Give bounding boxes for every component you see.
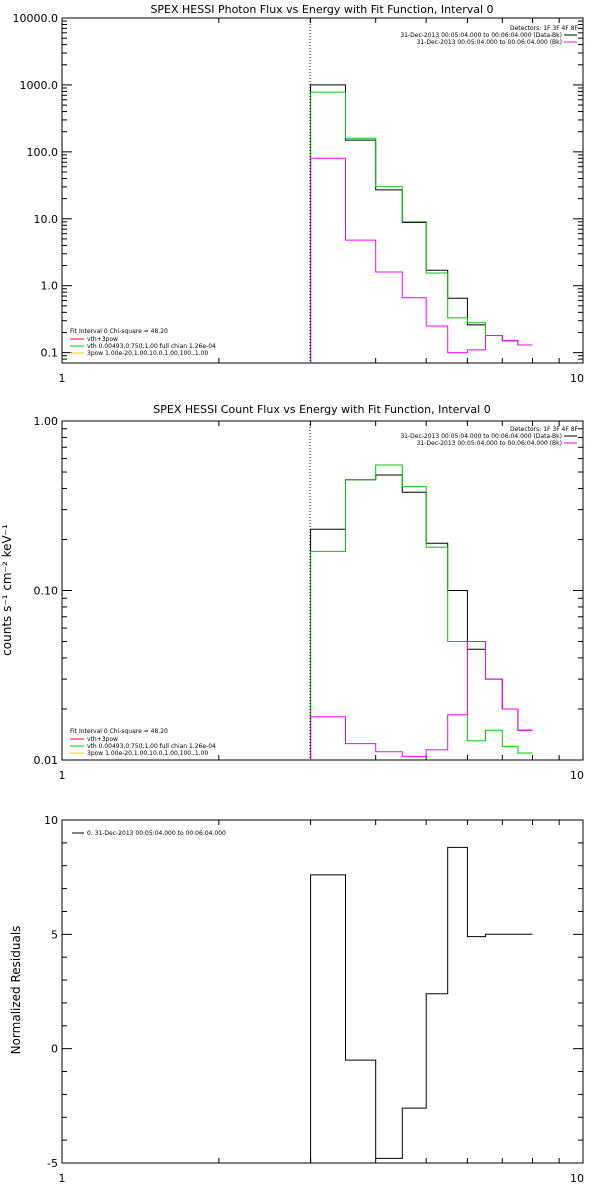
photon-flux-curves	[310, 84, 533, 363]
residuals-panel: Normalized Residuals 1 10 -5 0 5 10 0. 31-Dec…	[9, 814, 584, 1185]
count-flux-xtick-label: 10	[570, 769, 584, 782]
photon-flux-series-1	[310, 91, 533, 363]
residuals-curves	[310, 846, 533, 1163]
count-fit-legend-chi: Fit Interval 0 Chi-square = 48.20	[70, 728, 168, 735]
residuals-ylabel: Normalized Residuals	[9, 926, 23, 1055]
count-fit-legend-total: vth+3pow	[87, 736, 118, 743]
photon-flux-legend-detectors: Detectors: 1F 3F 4F 8F	[510, 25, 579, 32]
photon-flux-ytick-label: 100.0	[27, 146, 59, 159]
residuals-series-0	[310, 846, 533, 1163]
count-flux-series-0	[310, 474, 533, 760]
photon-flux-xtick-label: 1	[59, 372, 66, 385]
photon-flux-xtick-label: 10	[570, 372, 584, 385]
residuals-ytick-label: 5	[51, 928, 58, 941]
residuals-legend-text: 0. 31-Dec-2013 00:05:04.000 to 00:06:04.…	[87, 830, 226, 837]
photon-flux-ytick-label: 0.1	[41, 347, 59, 360]
residuals-xtick-label: 10	[570, 1172, 584, 1185]
residuals-ytick-label: 0	[51, 1043, 58, 1056]
photon-flux-ytick-label: 10.0	[34, 213, 59, 226]
count-flux-legend-data-bk: 31-Dec-2013 00:05:04.000 to 00:06:04.000…	[400, 433, 562, 440]
photon-flux-series-2	[310, 157, 533, 363]
photon-flux-legend-data-bk: 31-Dec-2013 00:05:04.000 to 00:06:04.000…	[400, 32, 562, 39]
count-flux-curves	[310, 464, 533, 760]
photon-flux-ytick-label: 10000.0	[13, 12, 59, 25]
count-fit-legend-3pow: 3pow 1.00e-20,1.00,10.0,1.00,100.,1.00	[87, 750, 208, 757]
photon-fit-legend-total: vth+3pow	[87, 336, 118, 343]
photon-fit-legend-vth: vth 0.00493,0.750,1.00 full chian 1.26e-…	[87, 343, 216, 350]
photon-flux-ytick-label: 1000.0	[20, 79, 59, 92]
residuals-plot-frame	[61, 819, 584, 1164]
residuals-ticks: 1 10 -5 0 5 10	[44, 814, 584, 1185]
residuals-ytick-label: 10	[44, 814, 58, 827]
photon-flux-legend: Detectors: 1F 3F 4F 8F 31-Dec-2013 00:05…	[70, 25, 579, 357]
photon-flux-legend-bk: 31-Dec-2013 00:05:04.000 to 00:06:04.000…	[417, 39, 562, 46]
photon-flux-series-0	[310, 84, 533, 363]
photon-flux-panel: SPEX HESSI Photon Flux vs Energy with Fi…	[13, 3, 585, 385]
count-fit-legend-vth: vth 0.00493,0.750,1.00 full chian 1.26e-…	[87, 743, 216, 750]
residuals-legend: 0. 31-Dec-2013 00:05:04.000 to 00:06:04.…	[72, 830, 226, 837]
residuals-xtick-label: 1	[59, 1172, 66, 1185]
photon-flux-title: SPEX HESSI Photon Flux vs Energy with Fi…	[150, 3, 493, 16]
count-flux-series-1	[310, 464, 533, 760]
count-flux-series-2	[310, 641, 533, 760]
photon-fit-legend-3pow: 3pow 1.00e-20,1.00,10.0,1.00,100.,1.00	[87, 350, 208, 357]
count-flux-title: SPEX HESSI Count Flux vs Energy with Fit…	[153, 403, 490, 416]
count-flux-legend-bk: 31-Dec-2013 00:05:04.000 to 00:06:04.000…	[417, 440, 562, 447]
count-flux-legend-detectors: Detectors: 1F 3F 4F 8F	[510, 426, 579, 433]
residuals-ytick-label: -5	[47, 1157, 58, 1170]
count-flux-ytick-label: 0.01	[34, 754, 59, 767]
count-flux-ylabel: counts s⁻¹ cm⁻² keV⁻¹	[0, 524, 14, 656]
photon-fit-legend-chi: Fit Interval 0 Chi-square = 48.20	[70, 328, 168, 335]
count-flux-xtick-label: 1	[59, 769, 66, 782]
count-flux-ticks: 1 10 0.01 0.10 1.00	[34, 415, 585, 782]
count-flux-panel: SPEX HESSI Count Flux vs Energy with Fit…	[0, 403, 584, 782]
photon-flux-plot-frame	[61, 17, 584, 364]
count-flux-ytick-label: 0.10	[34, 585, 59, 598]
count-flux-legend: Detectors: 1F 3F 4F 8F 31-Dec-2013 00:05…	[70, 426, 579, 757]
count-flux-ytick-label: 1.00	[34, 415, 59, 428]
photon-flux-ytick-label: 1.0	[41, 280, 59, 293]
